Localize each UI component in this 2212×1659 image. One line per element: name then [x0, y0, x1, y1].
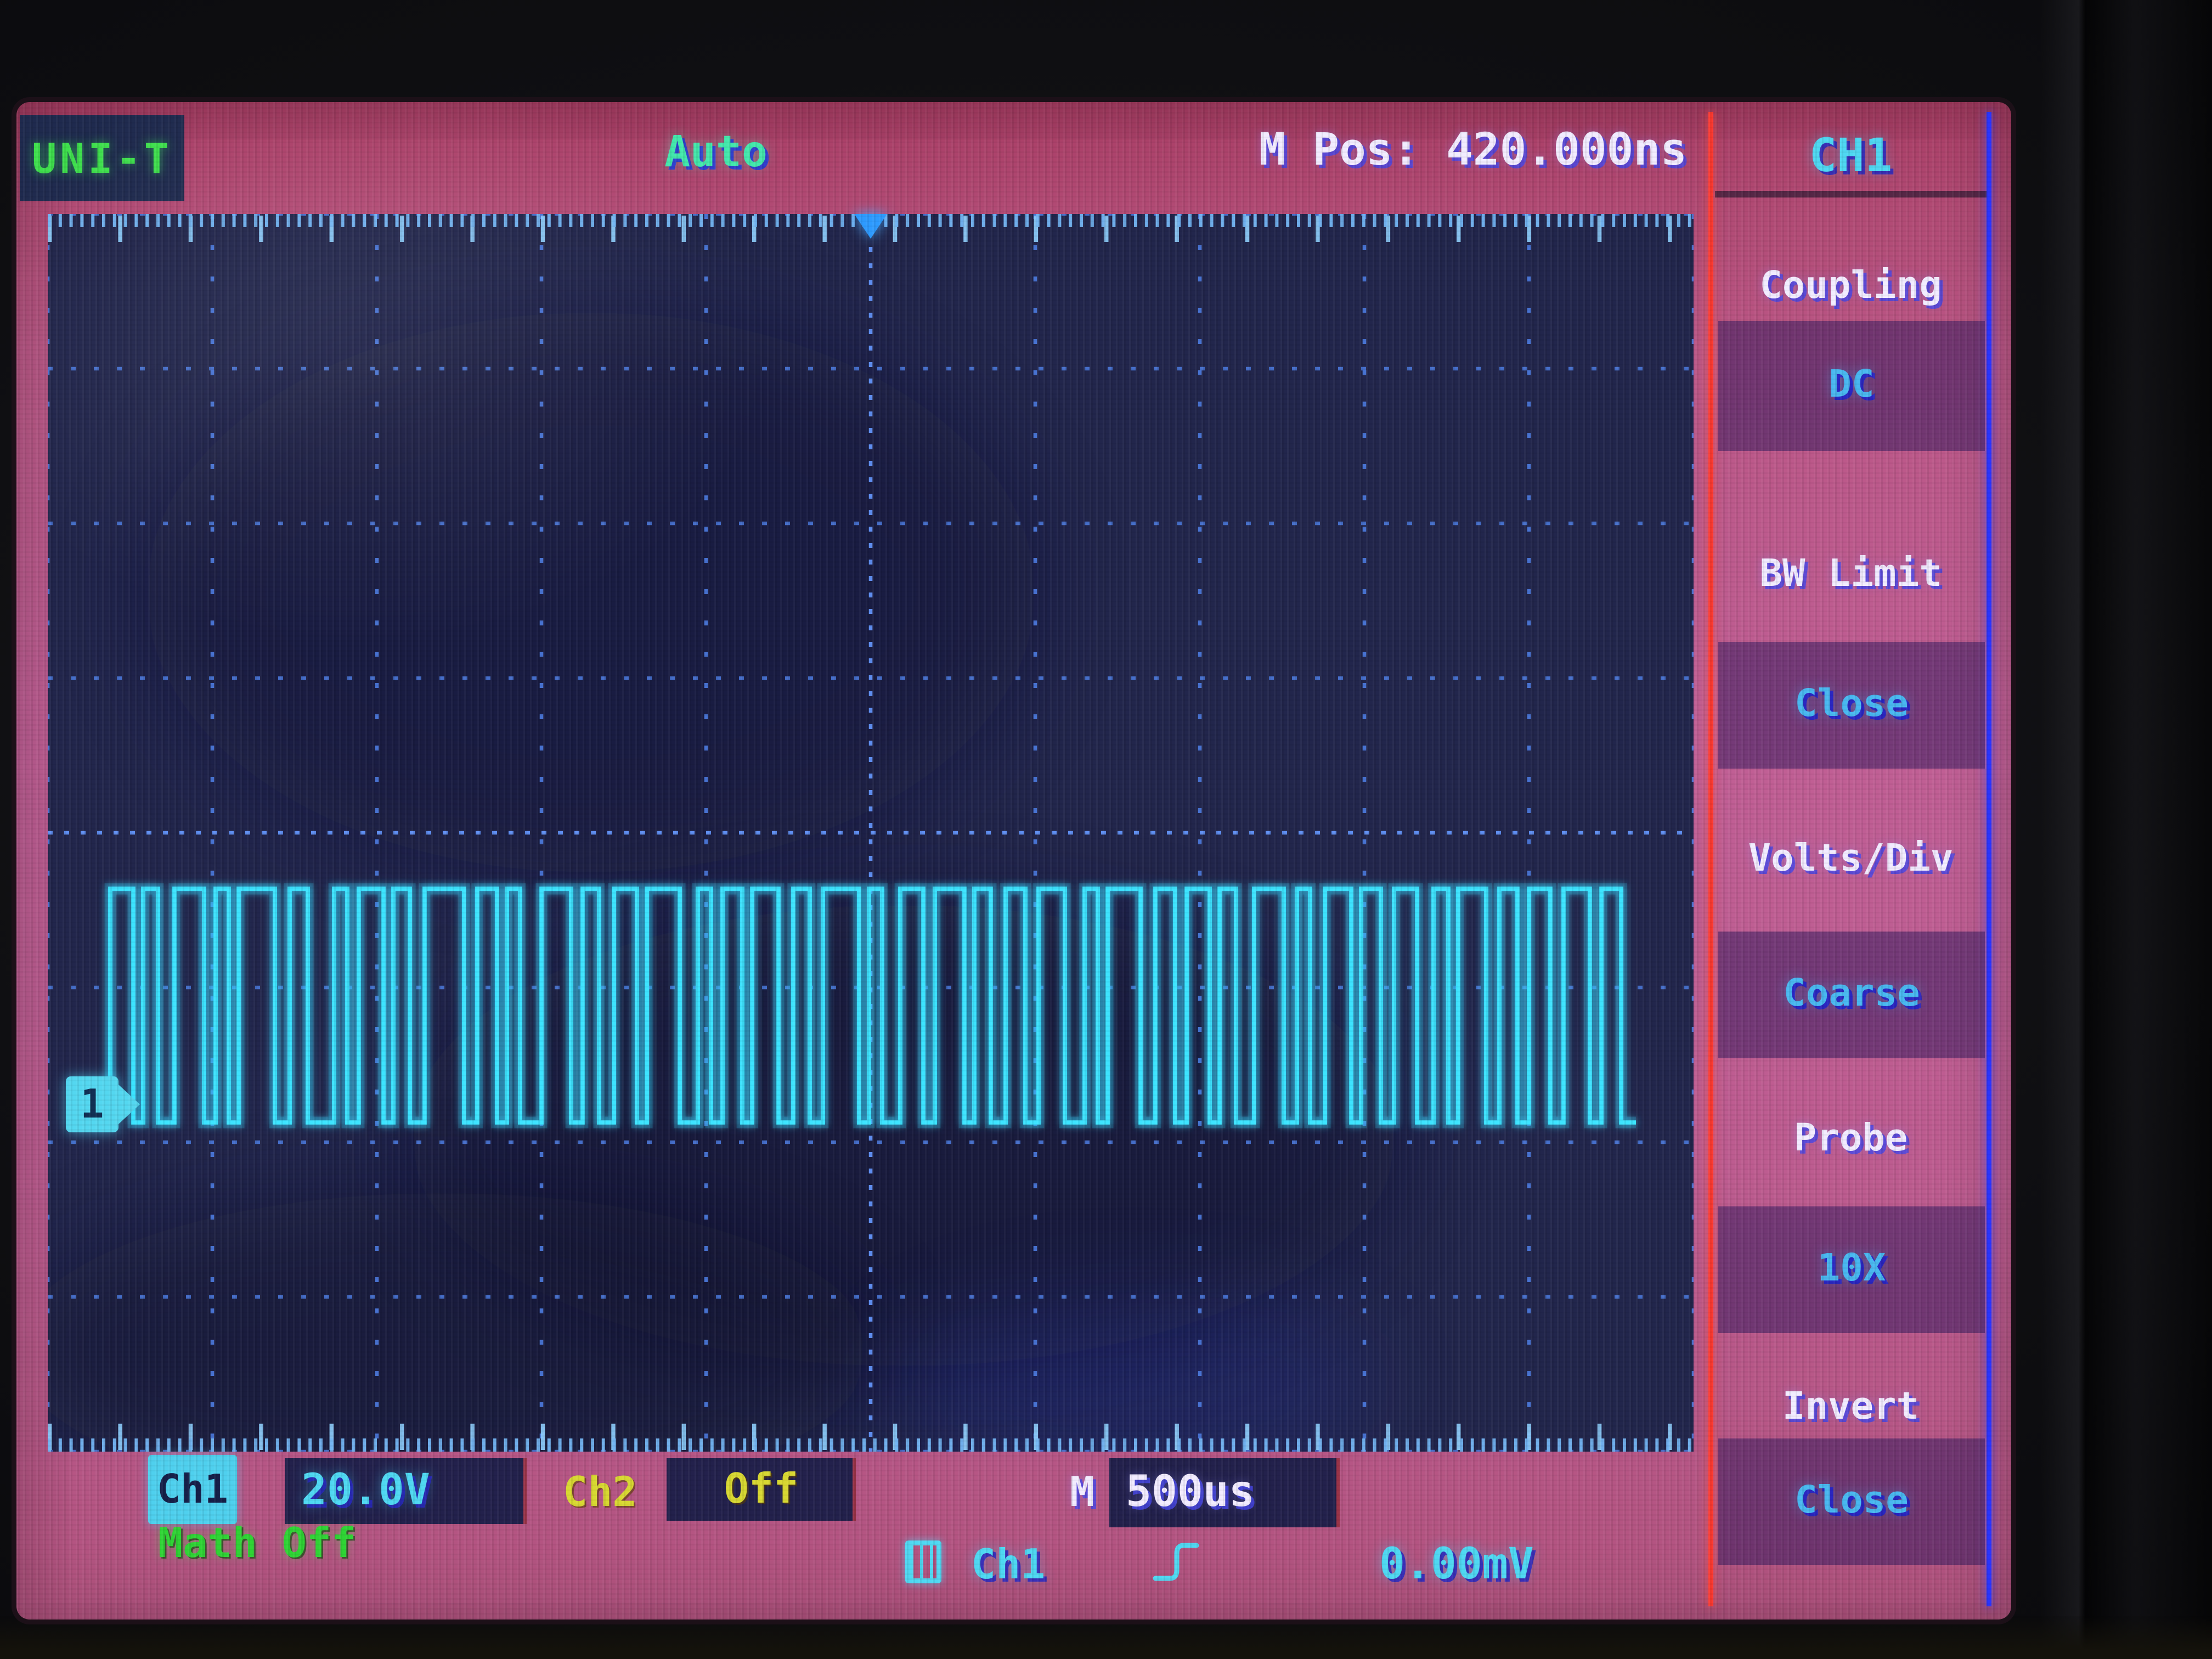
- grid-lines: [48, 214, 1694, 1452]
- ch2-state-box: Off: [667, 1458, 856, 1521]
- brand-logo-text: UNI-T: [32, 134, 172, 182]
- menu-label-bw-limit: BW Limit: [1759, 553, 1942, 596]
- timebase-prefix: M: [1070, 1468, 1095, 1516]
- menu-label-probe: Probe: [1793, 1118, 1908, 1160]
- m-position-label: M Pos: 420.000ns: [1259, 125, 1687, 176]
- graticule-svg: [48, 214, 1694, 1452]
- bezel-bottom: [0, 1616, 2212, 1659]
- ch1-scale-box: 20.0V: [285, 1458, 527, 1524]
- ch1-trace: [97, 883, 1636, 1128]
- brand-logo: UNI-T: [20, 115, 184, 201]
- menu-right-edge-line: [1987, 112, 1991, 1606]
- trigger-source-label: Ch1: [971, 1541, 1046, 1588]
- menu-value-probe[interactable]: 10X: [1718, 1206, 1985, 1333]
- menu-label-invert: Invert: [1782, 1386, 1920, 1429]
- bezel-right: [2041, 0, 2212, 1659]
- menu-label-volts-div: Volts/Div: [1748, 838, 1954, 881]
- scope-screen: UNI-T Auto M Pos: 420.000ns: [16, 102, 2011, 1620]
- trigger-position-marker-icon: [854, 214, 887, 239]
- menu-title-divider: [1715, 191, 1987, 198]
- ch1-scale-value: 20.0V: [301, 1466, 430, 1516]
- math-status-label: Math Off: [158, 1519, 357, 1567]
- menu-value-invert[interactable]: Close: [1718, 1438, 1985, 1565]
- timebase-box: 500us: [1109, 1458, 1340, 1527]
- menu-separator-line: [1708, 112, 1713, 1606]
- trigger-window-icon: [905, 1541, 941, 1583]
- timebase-value: 500us: [1126, 1468, 1255, 1517]
- ch1-badge-label: Ch1: [156, 1466, 229, 1513]
- menu-label-coupling: Coupling: [1759, 265, 1942, 308]
- menu-value-coupling[interactable]: DC: [1718, 321, 1985, 451]
- rising-edge-icon: [1149, 1534, 1205, 1596]
- ch2-state-value: Off: [724, 1465, 799, 1513]
- ch1-level-marker-label: 1: [80, 1081, 104, 1127]
- ch1-level-marker: 1: [66, 1076, 140, 1132]
- trigger-level-value: 0.00mV: [1379, 1541, 1534, 1590]
- channel-menu-title: CH1: [1809, 128, 1893, 183]
- menu-value-volts-div[interactable]: Coarse: [1718, 932, 1985, 1058]
- ch2-label: Ch2: [563, 1468, 637, 1516]
- acquisition-mode-label: Auto: [664, 128, 768, 178]
- menu-value-bw-limit[interactable]: Close: [1718, 642, 1985, 769]
- waveform-display: [48, 214, 1694, 1452]
- ch1-badge: Ch1: [148, 1455, 237, 1524]
